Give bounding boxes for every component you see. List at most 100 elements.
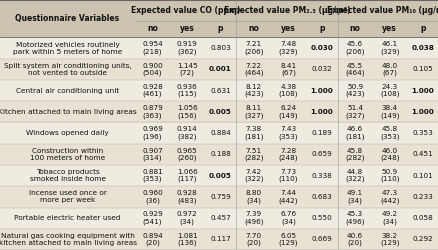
- Text: p: p: [318, 24, 324, 34]
- Text: 0.001: 0.001: [208, 66, 231, 72]
- Text: 38.4
(149): 38.4 (149): [379, 105, 399, 118]
- Text: 0.972
(34): 0.972 (34): [177, 211, 197, 225]
- Text: no: no: [349, 24, 360, 34]
- Text: 0.058: 0.058: [412, 215, 432, 221]
- Text: 45.5
(464): 45.5 (464): [345, 62, 364, 76]
- Text: 46.6
(181): 46.6 (181): [345, 126, 364, 140]
- Text: 49.1
(34): 49.1 (34): [346, 190, 362, 203]
- Text: 50.9
(110): 50.9 (110): [379, 169, 399, 182]
- Text: 4.38
(108): 4.38 (108): [278, 84, 297, 97]
- Text: 45.6
(206): 45.6 (206): [345, 41, 364, 55]
- Text: 50.9
(423): 50.9 (423): [345, 84, 364, 97]
- Text: 49.2
(34): 49.2 (34): [381, 211, 397, 225]
- Text: 7.51
(282): 7.51 (282): [244, 148, 263, 161]
- Text: 0.759: 0.759: [210, 194, 230, 200]
- Bar: [0, 20, 438, 38]
- Text: 0.969
(196): 0.969 (196): [142, 126, 162, 140]
- Text: 6.05
(129): 6.05 (129): [278, 232, 297, 246]
- Text: 0.914
(382): 0.914 (382): [177, 126, 197, 140]
- Text: 0.907
(314): 0.907 (314): [142, 148, 162, 161]
- Text: Windows opened daily: Windows opened daily: [26, 130, 109, 136]
- Text: 45.8
(353): 45.8 (353): [379, 126, 399, 140]
- Text: 0.965
(260): 0.965 (260): [177, 148, 197, 161]
- Text: 48.0
(67): 48.0 (67): [381, 62, 397, 76]
- Text: yes: yes: [280, 24, 295, 34]
- Text: 1.145
(72): 1.145 (72): [177, 62, 197, 76]
- Text: 0.659: 0.659: [311, 151, 332, 158]
- Text: 0.188: 0.188: [210, 151, 230, 158]
- Text: 0.117: 0.117: [210, 236, 230, 242]
- Text: 0.879
(363): 0.879 (363): [142, 105, 162, 118]
- Text: 0.457: 0.457: [210, 215, 230, 221]
- Text: Incense used once or
more per week: Incense used once or more per week: [28, 190, 106, 203]
- Bar: [0, 144, 438, 165]
- Text: 0.550: 0.550: [311, 215, 332, 221]
- Text: 0.338: 0.338: [311, 172, 332, 178]
- Text: 7.44
(442): 7.44 (442): [278, 190, 297, 203]
- Text: 7.43
(353): 7.43 (353): [278, 126, 297, 140]
- Text: 40.6
(20): 40.6 (20): [346, 232, 362, 246]
- Text: 0.005: 0.005: [208, 109, 231, 115]
- Text: 0.233: 0.233: [412, 194, 432, 200]
- Text: 0.030: 0.030: [310, 45, 332, 51]
- Text: 0.894
(20): 0.894 (20): [142, 232, 162, 246]
- Text: 7.21
(206): 7.21 (206): [244, 41, 263, 55]
- Text: 46.1
(329): 46.1 (329): [379, 41, 399, 55]
- Text: p: p: [419, 24, 425, 34]
- Text: 1.000: 1.000: [411, 109, 434, 115]
- Text: 0.101: 0.101: [412, 172, 432, 178]
- Text: 1.000: 1.000: [310, 88, 332, 94]
- Text: Natural gas cooking equipment with
kitchen attached to main living areas: Natural gas cooking equipment with kitch…: [0, 233, 136, 246]
- Text: 0.928
(483): 0.928 (483): [177, 190, 197, 203]
- Text: Questionnaire Variables: Questionnaire Variables: [15, 14, 119, 23]
- Text: 7.42
(322): 7.42 (322): [244, 169, 263, 182]
- Text: 8.12
(423): 8.12 (423): [244, 84, 263, 97]
- Text: 1.056
(156): 1.056 (156): [177, 105, 197, 118]
- Text: 0.900
(504): 0.900 (504): [142, 62, 162, 76]
- Text: Central air conditioning unit: Central air conditioning unit: [16, 88, 119, 94]
- Text: 1.081
(136): 1.081 (136): [177, 232, 197, 246]
- Text: no: no: [248, 24, 258, 34]
- Text: 0.960
(36): 0.960 (36): [142, 190, 162, 203]
- Text: 6.76
(34): 6.76 (34): [280, 211, 296, 225]
- Text: 0.189: 0.189: [311, 130, 332, 136]
- Text: Expected value PM₁₀ (μg/m³): Expected value PM₁₀ (μg/m³): [326, 6, 438, 15]
- Text: 0.292: 0.292: [412, 236, 432, 242]
- Text: 0.005: 0.005: [208, 172, 231, 178]
- Text: p: p: [217, 24, 223, 34]
- Text: 0.936
(115): 0.936 (115): [177, 84, 197, 97]
- Text: 46.0
(248): 46.0 (248): [379, 148, 399, 161]
- Bar: [0, 0, 438, 20]
- Text: 8.80
(34): 8.80 (34): [245, 190, 261, 203]
- Text: 0.929
(541): 0.929 (541): [142, 211, 162, 225]
- Text: Motorized vehicles routinely
park within 5 meters of home: Motorized vehicles routinely park within…: [13, 42, 122, 54]
- Text: 7.39
(496): 7.39 (496): [244, 211, 263, 225]
- Text: 45.3
(496): 45.3 (496): [345, 211, 364, 225]
- Text: 44.8
(322): 44.8 (322): [345, 169, 364, 182]
- Text: 0.884: 0.884: [210, 130, 230, 136]
- Text: no: no: [147, 24, 158, 34]
- Text: 38.2
(129): 38.2 (129): [379, 232, 399, 246]
- Text: 8.41
(67): 8.41 (67): [280, 62, 296, 76]
- Text: 7.73
(110): 7.73 (110): [278, 169, 297, 182]
- Text: Tobacco products
smoked inside home: Tobacco products smoked inside home: [29, 169, 105, 182]
- Bar: [0, 208, 438, 229]
- Text: 45.8
(282): 45.8 (282): [345, 148, 364, 161]
- Text: Kitchen attached to main living areas: Kitchen attached to main living areas: [0, 109, 137, 115]
- Text: Split system air conditioning units,
not vented to outside: Split system air conditioning units, not…: [4, 63, 131, 76]
- Text: Portable electric heater used: Portable electric heater used: [14, 215, 120, 221]
- Text: 51.4
(327): 51.4 (327): [345, 105, 364, 118]
- Text: 0.631: 0.631: [210, 88, 230, 94]
- Text: 0.669: 0.669: [311, 236, 332, 242]
- Text: 0.032: 0.032: [311, 66, 332, 72]
- Text: 0.919
(362): 0.919 (362): [177, 41, 197, 55]
- Text: Expected value PM₂.₅ (μg/m³): Expected value PM₂.₅ (μg/m³): [223, 6, 350, 15]
- Text: yes: yes: [381, 24, 396, 34]
- Text: Construction within
100 meters of home: Construction within 100 meters of home: [30, 148, 105, 161]
- Text: 0.881
(353): 0.881 (353): [142, 169, 162, 182]
- Bar: [0, 122, 438, 144]
- Text: 47.3
(442): 47.3 (442): [379, 190, 399, 203]
- Text: 8.11
(327): 8.11 (327): [244, 105, 263, 118]
- Text: 0.928
(461): 0.928 (461): [142, 84, 162, 97]
- Text: 7.70
(20): 7.70 (20): [245, 232, 261, 246]
